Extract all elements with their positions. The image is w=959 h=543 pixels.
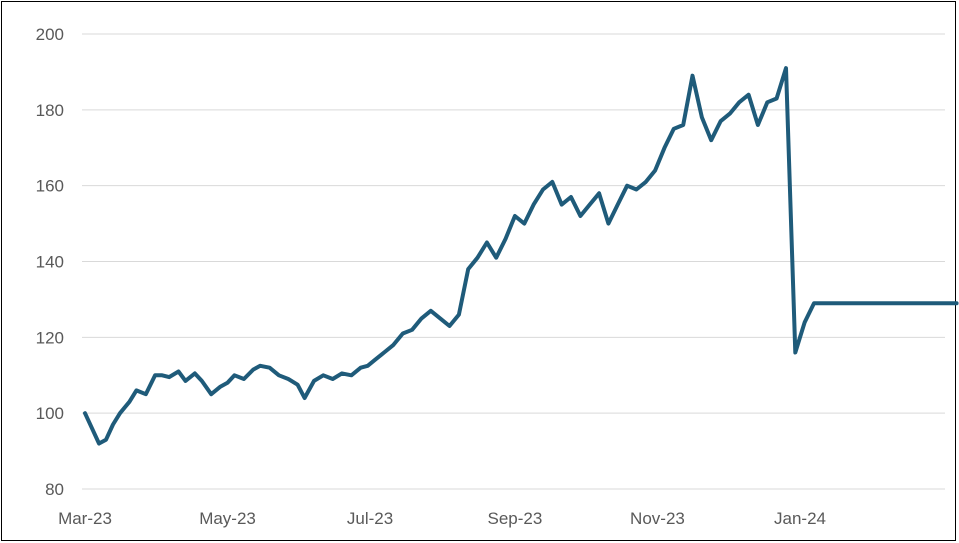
y-tick-label: 80 <box>45 480 64 499</box>
y-tick-label: 160 <box>36 177 64 196</box>
y-tick-label: 100 <box>36 404 64 423</box>
x-tick-label: Nov-23 <box>630 509 685 528</box>
y-tick-label: 180 <box>36 101 64 120</box>
x-axis-tick-labels: Mar-23 May-23 Jul-23 Sep-23 Nov-23 Jan-24 <box>58 509 826 528</box>
x-tick-label: May-23 <box>199 509 256 528</box>
y-tick-label: 200 <box>36 25 64 44</box>
y-tick-label: 120 <box>36 328 64 347</box>
x-tick-label: Sep-23 <box>488 509 543 528</box>
x-tick-label: Mar-23 <box>58 509 112 528</box>
y-tick-label: 140 <box>36 253 64 272</box>
x-tick-label: Jul-23 <box>347 509 393 528</box>
x-tick-label: Jan-24 <box>774 509 826 528</box>
gridlines <box>82 33 945 490</box>
series-line <box>83 66 959 446</box>
y-axis-tick-labels: 80 100 120 140 160 180 200 <box>36 25 64 499</box>
